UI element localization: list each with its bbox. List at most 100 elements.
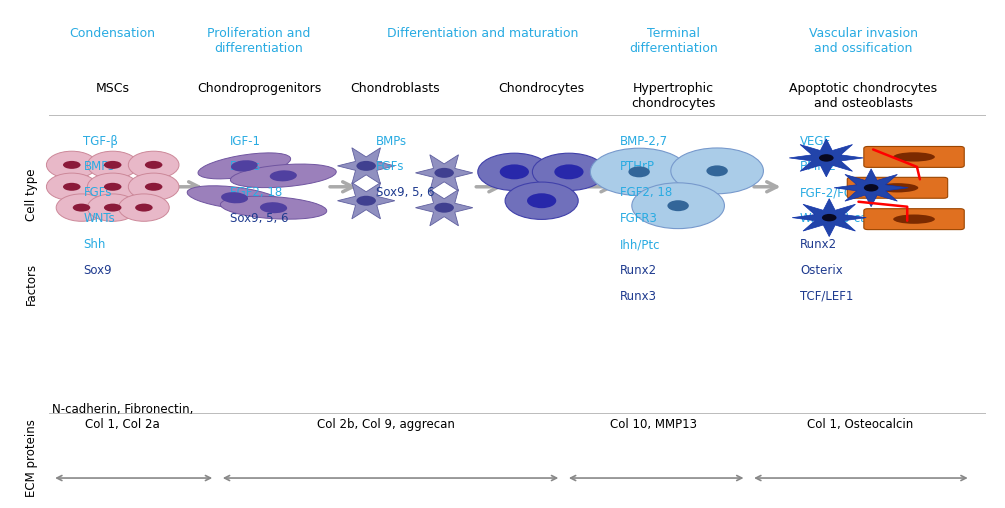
Polygon shape [338,182,395,219]
Text: Terminal
differentiation: Terminal differentiation [629,27,718,55]
Text: Hypertrophic
chondrocytes: Hypertrophic chondrocytes [631,82,716,110]
Ellipse shape [893,214,935,224]
Ellipse shape [434,203,454,213]
Ellipse shape [357,196,376,206]
Ellipse shape [145,183,163,191]
Ellipse shape [707,166,728,176]
Text: Ihh/Ptc: Ihh/Ptc [620,238,660,251]
Ellipse shape [129,151,179,179]
Ellipse shape [63,161,80,169]
Ellipse shape [221,192,248,203]
Ellipse shape [477,153,551,190]
Text: FGF2, 18: FGF2, 18 [230,186,282,199]
Text: Vascular invasion
and ossification: Vascular invasion and ossification [809,27,918,55]
Ellipse shape [260,202,287,213]
Ellipse shape [590,148,687,196]
Text: BMPs: BMPs [230,161,261,173]
FancyBboxPatch shape [847,177,948,198]
Ellipse shape [220,196,327,219]
Text: IGF-1: IGF-1 [230,135,260,147]
Ellipse shape [527,193,557,208]
Text: FGF-2/FGFR1: FGF-2/FGFR1 [800,186,876,199]
Ellipse shape [893,152,935,162]
Text: TGF-β: TGF-β [83,135,119,147]
Ellipse shape [145,161,163,169]
Text: Apoptotic chondrocytes
and osteoblasts: Apoptotic chondrocytes and osteoblasts [789,82,938,110]
Ellipse shape [104,183,122,191]
Text: ECM proteins: ECM proteins [25,419,38,497]
Text: Factors: Factors [25,263,38,305]
Text: Chondrocytes: Chondrocytes [498,82,585,95]
Polygon shape [415,155,472,191]
Ellipse shape [357,161,376,171]
Text: MSCs: MSCs [95,82,130,95]
Text: Wnt14/β-catenin: Wnt14/β-catenin [800,212,898,225]
Text: Runx2: Runx2 [800,238,837,251]
Text: WNTs: WNTs [83,212,116,225]
Text: Differentiation and maturation: Differentiation and maturation [388,27,579,41]
Ellipse shape [187,186,282,210]
Text: FGF2, 18: FGF2, 18 [620,186,672,199]
Text: FGFs: FGFs [376,161,404,173]
Text: N-cadherin, Fibronectin,
Col 1, Col 2a: N-cadherin, Fibronectin, Col 1, Col 2a [52,403,193,431]
Ellipse shape [434,168,454,178]
Text: Runx3: Runx3 [620,290,656,303]
Text: Chondroprogenitors: Chondroprogenitors [197,82,321,95]
Ellipse shape [87,194,138,221]
Text: Sox9: Sox9 [83,264,113,277]
Text: Col 10, MMP13: Col 10, MMP13 [610,418,697,431]
Polygon shape [415,189,472,226]
Ellipse shape [104,204,122,212]
Ellipse shape [87,151,138,179]
Text: Col 1, Osteocalcin: Col 1, Osteocalcin [807,418,914,431]
Text: BMP-2: BMP-2 [800,161,837,173]
Text: Osterix: Osterix [800,264,843,277]
Ellipse shape [506,182,578,219]
Text: Shh: Shh [83,238,106,251]
Ellipse shape [230,164,337,187]
Ellipse shape [46,151,97,179]
Ellipse shape [56,194,107,221]
Ellipse shape [269,170,296,181]
Ellipse shape [670,148,764,194]
Ellipse shape [533,153,605,190]
Ellipse shape [876,183,919,193]
Ellipse shape [864,184,878,192]
Ellipse shape [231,160,257,172]
Text: Col 2b, Col 9, aggrecan: Col 2b, Col 9, aggrecan [317,418,454,431]
Ellipse shape [667,200,688,211]
Ellipse shape [822,214,836,221]
Ellipse shape [104,161,122,169]
Text: Chondroblasts: Chondroblasts [351,82,440,95]
Text: Cell type: Cell type [25,168,38,220]
Ellipse shape [135,204,153,212]
Text: Proliferation and
differentiation: Proliferation and differentiation [207,27,311,55]
Text: Condensation: Condensation [69,27,156,41]
Text: BMPs: BMPs [376,135,407,147]
Polygon shape [792,199,866,237]
Text: Sox9, 5, 6: Sox9, 5, 6 [230,212,288,225]
Ellipse shape [198,153,290,179]
Text: FGFR3: FGFR3 [620,212,657,225]
Text: Runx2: Runx2 [620,264,656,277]
Ellipse shape [499,165,529,179]
Polygon shape [338,148,395,184]
Text: VEGF: VEGF [800,135,831,147]
Ellipse shape [555,165,584,179]
Text: TCF/LEF1: TCF/LEF1 [800,290,853,303]
Ellipse shape [87,173,138,201]
Text: PTHrP: PTHrP [620,161,654,173]
Text: Sox9, 5, 6: Sox9, 5, 6 [376,186,434,199]
Polygon shape [834,169,909,207]
Text: FGFs: FGFs [83,186,112,199]
Ellipse shape [46,173,97,201]
Ellipse shape [632,183,725,229]
Ellipse shape [129,173,179,201]
Ellipse shape [63,183,80,191]
Ellipse shape [72,204,90,212]
Text: BMPs: BMPs [83,161,115,173]
Ellipse shape [119,194,169,221]
Ellipse shape [819,154,833,162]
Polygon shape [789,139,863,177]
FancyBboxPatch shape [864,146,964,167]
